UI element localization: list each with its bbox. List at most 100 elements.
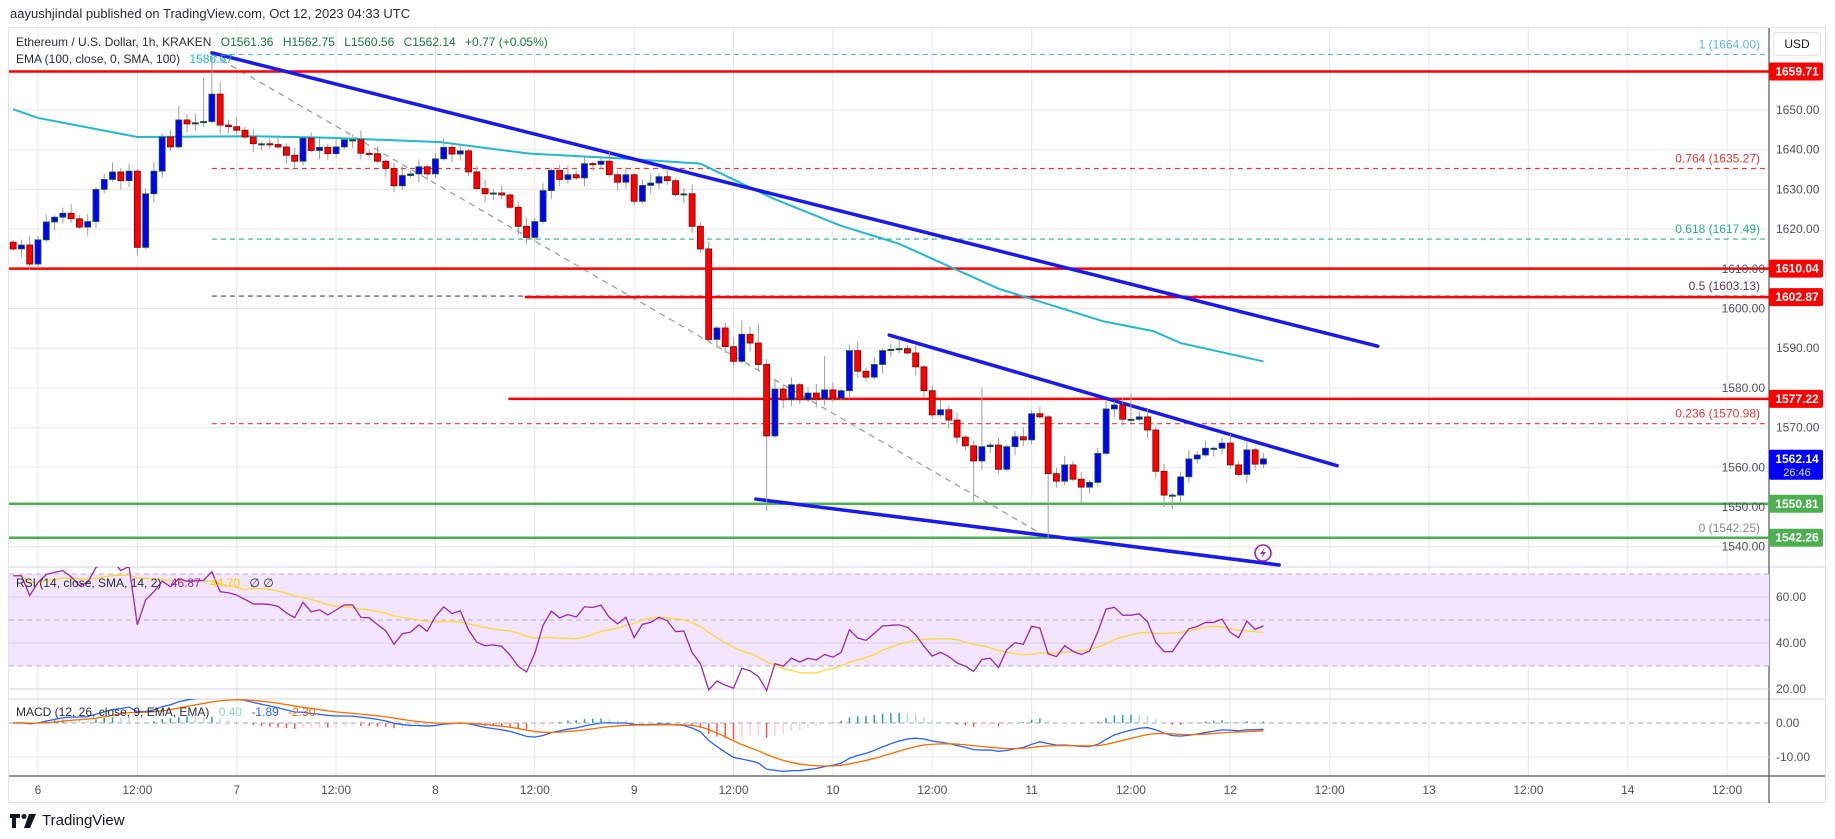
candle-body [26,244,34,265]
high-value: H1562.75 [282,35,335,49]
candle-body [1202,447,1209,456]
candle-body [978,446,986,462]
currency-button[interactable]: USD [1773,32,1821,56]
candle [117,168,125,190]
candle [51,215,58,231]
candle-body [547,169,555,191]
candle [67,204,75,223]
candle [1019,427,1027,447]
candle [846,345,853,400]
candle [456,143,464,161]
candle-body [630,174,638,202]
candle [1177,471,1185,504]
candle-body [1168,494,1176,497]
candle-body [489,192,497,195]
candle [1168,493,1176,509]
candle-body [357,139,365,154]
candle-body [282,146,290,156]
candle [489,189,497,201]
candle [1235,461,1242,477]
candle-body [1260,458,1267,465]
candle-body [895,348,903,351]
candle [84,214,92,236]
candle-body [539,190,547,222]
candle-body [523,225,530,238]
fib-level-label: 0.236 (1570.98) [1675,407,1760,421]
candle [382,159,390,177]
candle [1003,444,1011,472]
candle [249,129,257,153]
candle [324,143,332,161]
candle [697,222,704,254]
macd-signal-value: -2.30 [288,705,316,719]
candle-body [133,170,141,248]
candle [398,166,406,190]
candle-body [1243,449,1251,475]
candle [663,169,671,185]
candle [42,214,50,242]
candle [225,119,232,134]
candle [821,356,828,406]
candle-body [448,146,456,155]
tradingview-logo[interactable]: TradingView [10,812,125,829]
candle-body [697,225,704,250]
candle-body [183,119,191,125]
candle-body [506,194,514,208]
channel-upper-line[interactable] [887,333,1339,468]
lightning-icon[interactable] [1254,544,1272,562]
ema-label[interactable]: EMA (100, close, 0, SMA, 100) [16,52,181,66]
candle-body [316,146,323,151]
level-price-tag-box [1769,494,1823,513]
candle-body [150,170,158,195]
time-axis-label: 12:00 [520,783,550,797]
candle [1135,411,1143,422]
symbol-title[interactable]: Ethereum / U.S. Dollar, 1h, KRAKEN [16,35,212,49]
chart-frame [8,27,1826,803]
candle-body [432,158,439,175]
candle [539,183,547,224]
candle-body [266,143,274,146]
candle-body [721,327,729,348]
time-axis-label: 12:00 [1116,783,1146,797]
candle-body [274,144,282,148]
candle [266,138,274,149]
candle-body [34,239,42,265]
candle [837,388,845,401]
rsi-label[interactable]: RSI (14, close, SMA, 14, 2) [16,576,162,590]
candle-body [1152,429,1160,472]
candle-body [465,150,472,173]
candle [133,169,141,255]
candle-body [680,193,688,196]
candle-body [887,348,895,351]
candle-body [953,419,961,438]
macd-label[interactable]: MACD (12, 26, close, 9, EMA, EMA) [16,705,210,719]
candle [763,358,771,511]
channel-lower-line[interactable] [754,497,1281,567]
rsi-band [9,574,1769,666]
candle [639,179,646,204]
candle [18,239,25,258]
candle [986,441,994,454]
candle-body [970,445,978,462]
candle [167,129,174,152]
price-axis-label: 1620.00 [1776,222,1820,236]
candle-body [1102,408,1110,454]
level-price-tag: 1610.04 [1775,262,1819,276]
level-price-tag: 1542.26 [1775,531,1819,545]
candle-body [870,364,878,378]
candle [978,387,986,470]
candle [1243,442,1251,483]
candle-body [1111,404,1118,410]
candle-body [1210,447,1218,450]
price-axis-label: 1550.00 [1722,500,1766,514]
fib-level-label: 0.764 (1635.27) [1675,151,1760,165]
candle-body [738,333,746,362]
candle-body [117,171,125,182]
candle [506,192,514,210]
major-bearish-trend-line[interactable] [210,51,1380,348]
macd-pane [9,699,1769,773]
low-value: L1560.56 [344,35,395,49]
candle [995,437,1002,474]
candle [680,188,688,204]
